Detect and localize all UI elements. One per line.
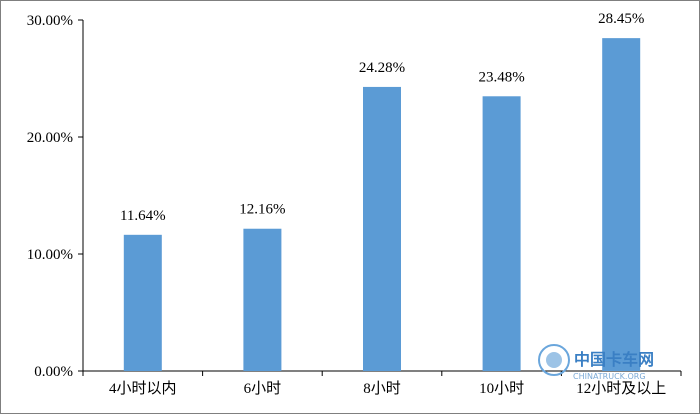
x-category-label: 4小时以内 <box>109 380 177 397</box>
bars <box>123 38 641 371</box>
x-category-label: 6小时 <box>244 380 282 397</box>
bar <box>602 38 641 371</box>
watermark-emblem-core <box>546 352 562 368</box>
y-tick-label: 10.00% <box>27 247 73 263</box>
y-tick-label: 0.00% <box>34 364 73 380</box>
watermark-emblem <box>538 344 570 376</box>
data-label: 23.48% <box>478 69 524 85</box>
y-axis-ticks: 0.00% 10.00% 20.00% 30.00% <box>27 13 83 380</box>
y-tick-label: 30.00% <box>27 13 73 29</box>
data-label: 11.64% <box>120 208 166 224</box>
data-label: 28.45% <box>598 11 644 27</box>
data-label: 12.16% <box>239 202 285 218</box>
x-category-label: 10小时 <box>479 380 524 397</box>
data-labels: 11.64% 12.16% 24.28% 23.48% 28.45% <box>120 11 644 224</box>
x-category-label: 8小时 <box>363 380 401 397</box>
bar <box>243 228 282 371</box>
bar <box>363 86 401 371</box>
watermark-logo: 中国卡车网 CHINATRUCK.ORG <box>538 344 654 381</box>
x-axis-labels: 4小时以内 6小时 8小时 10小时 12小时及以上 <box>109 380 666 397</box>
bar <box>482 96 521 371</box>
watermark-subtext: CHINATRUCK.ORG <box>573 372 646 381</box>
x-category-label: 12小时及以上 <box>576 380 666 397</box>
data-label: 24.28% <box>359 60 405 76</box>
bar <box>123 234 162 371</box>
watermark-text: 中国卡车网 <box>574 350 654 369</box>
y-tick-label: 20.00% <box>27 130 73 146</box>
